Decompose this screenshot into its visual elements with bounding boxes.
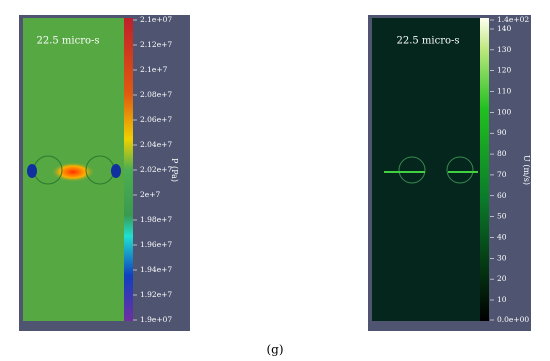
- low-spot: [111, 164, 121, 178]
- bubble: [398, 156, 426, 184]
- axis-title: P (Pa): [170, 158, 179, 182]
- low-spot: [27, 164, 37, 178]
- tick-label: 2.12e+7: [140, 40, 172, 49]
- tick-label: 1.96e+7: [140, 240, 172, 249]
- tick-label: 2.1e+7: [140, 65, 168, 74]
- tick-label: 2.08e+7: [140, 90, 172, 99]
- tick-label: 2.06e+7: [140, 115, 172, 124]
- hot-spot: [51, 162, 95, 182]
- tick-label: 130: [497, 45, 512, 54]
- tick-label: 30: [497, 253, 507, 262]
- tick-label: 60: [497, 191, 507, 200]
- tick-label: 50: [497, 212, 507, 221]
- tick-label: 140: [497, 24, 512, 33]
- tick-label: 110: [497, 87, 512, 96]
- tick-label: 2.02e+7: [140, 165, 172, 174]
- tick-label: 40: [497, 232, 507, 241]
- tick-label: 2e+7: [140, 190, 160, 199]
- tick-label: 1.4e+02: [497, 15, 529, 24]
- bubble: [446, 156, 474, 184]
- colorbar: [124, 18, 133, 321]
- tick-label: 100: [497, 107, 512, 116]
- tick-label: 120: [497, 66, 512, 75]
- time-label: 22.5 micro-s: [396, 36, 459, 47]
- tick-label: 10: [497, 295, 507, 304]
- tick-label: 1.98e+7: [140, 215, 172, 224]
- tick-label: 2.04e+7: [140, 140, 172, 149]
- colorbar: [480, 18, 489, 321]
- tick-label: 0.0e+00: [497, 315, 529, 324]
- tick-label: 20: [497, 274, 507, 283]
- tick-label: 1.9e+07: [140, 315, 172, 324]
- tick-label: 2.1e+07: [140, 15, 172, 24]
- tick-label: 80: [497, 149, 507, 158]
- time-label: 22.5 micro-s: [36, 36, 99, 47]
- tick-label: 90: [497, 128, 507, 137]
- caption: (g): [266, 343, 283, 357]
- axis-title: U (m/s): [522, 155, 531, 185]
- tick-label: 70: [497, 170, 507, 179]
- tick-label: 1.92e+7: [140, 290, 172, 299]
- tick-label: 1.94e+7: [140, 265, 172, 274]
- velocity-field: [372, 18, 480, 321]
